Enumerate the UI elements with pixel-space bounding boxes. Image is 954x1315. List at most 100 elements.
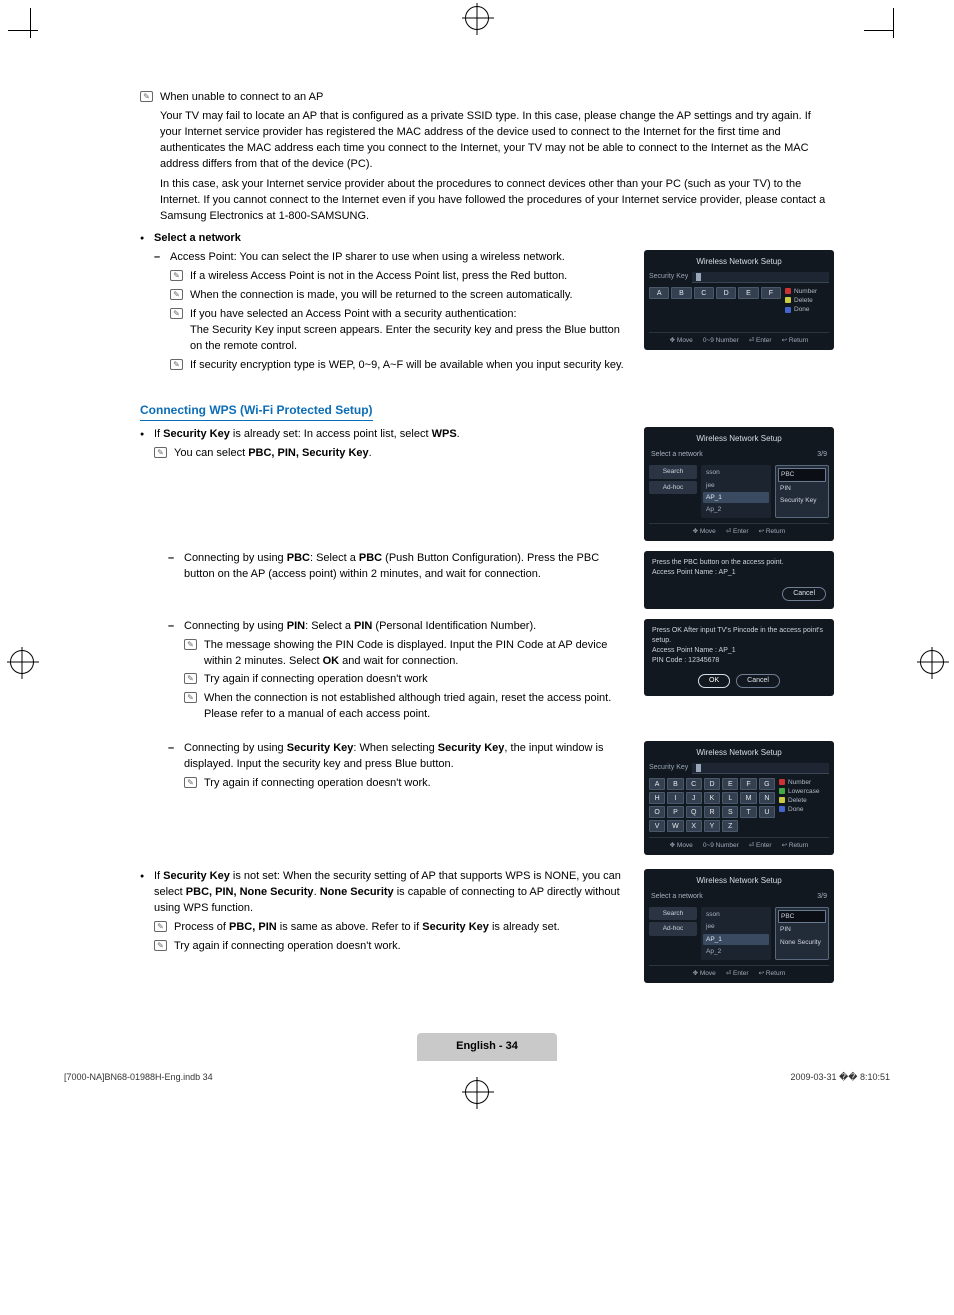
ui-label: Security Key [649,763,688,773]
note-heading: When unable to connect to an AP [160,91,323,103]
ui-label: Security Key [649,272,688,282]
dash-item: Connecting by using PBC: Select a PBC (P… [168,551,630,583]
cancel-button: Cancel [736,674,780,688]
key: E [738,287,758,299]
hint-red-icon [785,288,791,294]
registration-mark [465,1080,489,1104]
ap-item: jee [703,921,769,932]
key: C [694,287,714,299]
hint-blue-icon [779,806,785,812]
ui-title: Wireless Network Setup [649,873,829,891]
ui-heading: Select a network [651,892,703,902]
note-icon [154,921,167,932]
popup-option: PBC [778,468,826,481]
footer-hint: ⏎ Enter [726,527,749,536]
ap-item: jee [703,480,769,491]
key: L [722,792,738,804]
msg-line: Access Point Name : AP_1 [652,568,826,578]
ui-search-button: Search [649,465,697,478]
page-badge: English - 34 [417,1033,557,1061]
ui-input [692,763,829,774]
key: F [761,287,781,299]
footer-hint: ✥ Move [670,336,693,345]
note-text: If security encryption type is WEP, 0~9,… [190,359,624,371]
ap-item: AP_1 [703,934,769,945]
ui-popup: PBC PIN None Security [775,907,829,960]
note-icon [184,777,197,788]
ap-item: AP_1 [703,492,769,503]
key: K [704,792,720,804]
key: G [759,778,775,790]
key: P [667,806,683,818]
bullet-select-network: Select a network Access Point: You can s… [140,231,834,379]
msg-line: PIN Code : 12345678 [652,656,826,666]
registration-mark [10,650,34,674]
paragraph: Your TV may fail to locate an AP that is… [140,109,834,173]
note-icon [170,359,183,370]
ap-item: sson [703,909,769,920]
key: R [704,806,720,818]
ui-select-network: Wireless Network Setup Select a network … [644,427,834,541]
ui-count: 3/9 [817,450,827,460]
heading: Select a network [154,232,241,244]
key: S [722,806,738,818]
key: Y [704,820,720,832]
footer-hint: ⏎ Enter [726,969,749,978]
note-text: When the connection is made, you will be… [190,289,573,301]
key: E [722,778,738,790]
keypad: ABCDEFGHIJKLMNOPQRSTUVWXYZ [649,778,775,832]
note-icon [170,289,183,300]
key: V [649,820,665,832]
crop-mark [8,30,38,31]
ui-security-key-hex: Wireless Network Setup Security Key ABCD… [644,250,834,350]
footer-hint: ✥ Move [693,969,716,978]
bullet-item: If Security Key is already set: In acces… [140,427,630,462]
footer-left: [7000-NA]BN68-01988H-Eng.indb 34 [64,1071,213,1084]
ui-title: Wireless Network Setup [649,745,829,763]
hint-blue-icon [785,307,791,313]
note-icon [140,91,153,102]
ui-heading: Select a network [651,450,703,460]
msg-line: Press OK After input TV's Pincode in the… [652,626,826,646]
key: B [671,287,691,299]
ap-list: ssonjeeAP_1Ap_2 [701,465,771,518]
note-icon [170,270,183,281]
paragraph: In this case, ask your Internet service … [140,177,834,225]
note-icon [154,940,167,951]
key: A [649,778,665,790]
keypad: ABCDEF [649,287,781,327]
key: I [667,792,683,804]
hint-green-icon [779,788,785,794]
key: H [649,792,665,804]
footer-hint: ↩ Return [782,841,809,850]
popup-option: PIN [778,483,826,494]
key: D [716,287,736,299]
ui-select-network-none: Wireless Network Setup Select a network … [644,869,834,983]
key: Z [722,820,738,832]
ui-title: Wireless Network Setup [649,431,829,449]
hint-yellow-icon [785,297,791,303]
note-text: When the connection is not established a… [204,692,611,720]
note-icon [184,673,197,684]
footer-hint: 0~9 Number [703,841,739,850]
popup-option: PIN [778,924,826,935]
ap-item: Ap_2 [703,504,769,515]
key: C [686,778,702,790]
note-icon [170,308,183,319]
footer-hint: ✥ Move [670,841,693,850]
ui-security-key-full: Wireless Network Setup Security Key ABCD… [644,741,834,855]
footer-hint: ✥ Move [693,527,716,536]
key: Q [686,806,702,818]
ui-search-button: Search [649,907,697,920]
key: J [686,792,702,804]
footer-hint: ↩ Return [759,527,786,536]
note-text: If a wireless Access Point is not in the… [190,270,567,282]
ok-button: OK [698,674,730,688]
key: X [686,820,702,832]
text: Access Point: You can select the IP shar… [170,251,565,263]
section-title: Connecting WPS (Wi-Fi Protected Setup) [140,402,373,421]
note-text: The Security Key input screen appears. E… [190,323,630,355]
popup-option: PBC [778,910,826,923]
ui-pbc-message: Press the PBC button on the access point… [644,551,834,608]
crop-mark [30,8,31,38]
